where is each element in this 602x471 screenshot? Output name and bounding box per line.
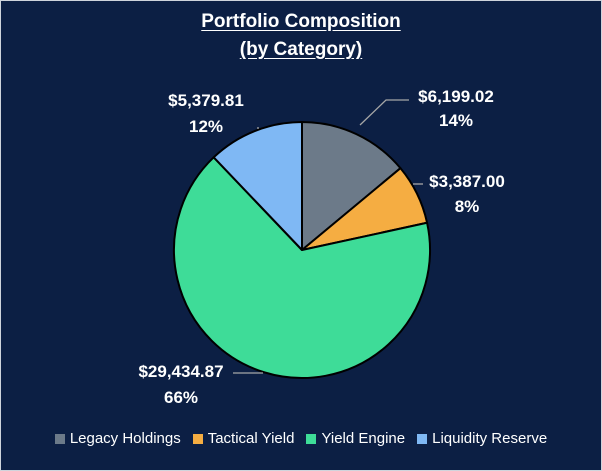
chart-legend: Legacy Holdings Tactical Yield Yield Eng… — [1, 430, 601, 447]
data-label-value-yield-engine: $29,434.87 — [138, 362, 223, 381]
data-label-percent-legacy-holdings: 14% — [439, 111, 473, 130]
data-label-value-legacy-holdings: $6,199.02 — [418, 87, 494, 106]
data-label-value-liquidity-reserve: $5,379.81 — [168, 91, 244, 110]
leader-lines — [233, 99, 423, 374]
data-label-percent-tactical-yield: 8% — [455, 197, 480, 216]
legend-label-yield-engine: Yield Engine — [321, 430, 406, 447]
data-label-value-tactical-yield: $3,387.00 — [429, 172, 505, 191]
leader-line-legacy-holdings — [359, 99, 409, 126]
legend-swatch-yield-engine — [306, 433, 317, 444]
legend-item-legacy-holdings: Legacy Holdings — [54, 430, 181, 447]
legend-swatch-legacy-holdings — [54, 433, 65, 444]
pie-slices — [173, 121, 431, 379]
legend-swatch-tactical-yield — [192, 433, 203, 444]
legend-label-tactical-yield: Tactical Yield — [207, 430, 295, 447]
chart-subtitle: (by Category) — [239, 39, 363, 60]
legend-item-tactical-yield: Tactical Yield — [192, 430, 295, 447]
chart-title: Portfolio Composition — [201, 11, 401, 32]
legend-label-liquidity-reserve: Liquidity Reserve — [432, 430, 548, 447]
legend-label-legacy-holdings: Legacy Holdings — [69, 430, 181, 447]
data-labels: $6,199.02 14% $3,387.00 8% $29,434.87 66% $5,3… — [138, 87, 504, 407]
data-label-percent-liquidity-reserve: 12% — [189, 117, 223, 136]
legend-item-yield-engine: Yield Engine — [306, 430, 405, 447]
data-label-percent-yield-engine: 66% — [164, 388, 198, 407]
legend-swatch-liquidity-reserve — [417, 433, 428, 444]
legend-item-liquidity-reserve: Liquidity Reserve — [417, 430, 547, 447]
pie-slice-liquidity-reserve — [212, 121, 303, 251]
pie-slice-yield-engine — [173, 156, 431, 379]
pie-slice-legacy-holdings — [301, 121, 402, 251]
